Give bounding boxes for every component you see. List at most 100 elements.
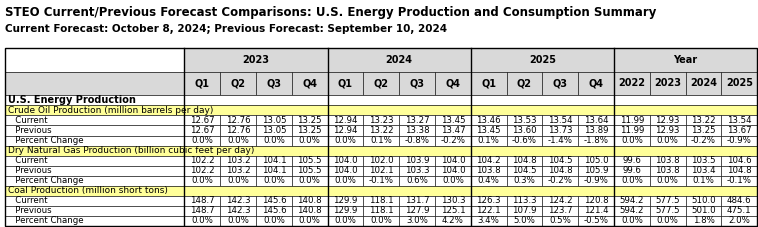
Bar	[363, 206, 399, 216]
Text: 0.0%: 0.0%	[442, 176, 464, 185]
Text: 104.5: 104.5	[548, 156, 572, 165]
Bar	[220, 115, 256, 126]
Text: 0.0%: 0.0%	[656, 216, 678, 225]
Text: 127.9: 127.9	[405, 206, 429, 215]
Bar	[650, 115, 686, 126]
Text: 0.6%: 0.6%	[406, 176, 428, 185]
Text: 510.0: 510.0	[691, 196, 716, 205]
Text: 577.5: 577.5	[656, 196, 680, 205]
Bar	[292, 206, 327, 216]
Bar	[543, 216, 578, 226]
Bar	[471, 72, 506, 95]
Text: 4.2%: 4.2%	[442, 216, 464, 225]
Bar	[471, 126, 506, 136]
Bar	[506, 166, 543, 176]
Bar	[543, 126, 578, 136]
Bar	[578, 206, 614, 216]
Bar	[722, 206, 757, 216]
Text: U.S. Energy Production: U.S. Energy Production	[8, 95, 136, 105]
Text: 0.0%: 0.0%	[656, 176, 678, 185]
Text: 12.67: 12.67	[190, 126, 215, 135]
Text: 118.1: 118.1	[369, 196, 393, 205]
Text: 0.3%: 0.3%	[514, 176, 535, 185]
Bar	[184, 115, 220, 126]
Text: 121.4: 121.4	[584, 206, 609, 215]
Text: 13.46: 13.46	[476, 116, 501, 125]
Bar	[435, 136, 471, 146]
Bar	[614, 176, 650, 186]
Bar	[686, 115, 722, 126]
Bar	[506, 126, 543, 136]
Bar	[506, 216, 543, 226]
Bar	[543, 115, 578, 126]
Text: 0.0%: 0.0%	[263, 176, 285, 185]
Bar	[292, 136, 327, 146]
Text: 0.5%: 0.5%	[550, 216, 572, 225]
Bar	[722, 216, 757, 226]
Bar	[184, 216, 220, 226]
Bar	[614, 48, 757, 72]
Text: 13.73: 13.73	[548, 126, 572, 135]
Text: Percent Change: Percent Change	[7, 136, 83, 145]
Bar	[363, 216, 399, 226]
Text: 0.4%: 0.4%	[478, 176, 500, 185]
Text: 0.0%: 0.0%	[191, 216, 213, 225]
Bar	[578, 115, 614, 126]
Bar	[256, 155, 292, 166]
Bar	[614, 115, 650, 126]
Text: 130.3: 130.3	[440, 196, 465, 205]
Text: -1.4%: -1.4%	[548, 136, 573, 145]
Bar	[650, 206, 686, 216]
Text: 103.9: 103.9	[405, 156, 429, 165]
Text: Dry Natural Gas Production (billion cubic feet per day): Dry Natural Gas Production (billion cubi…	[8, 146, 255, 155]
Bar	[471, 196, 506, 206]
Text: 0.0%: 0.0%	[299, 136, 321, 145]
Bar	[578, 155, 614, 166]
Bar	[5, 196, 184, 206]
Text: 107.9: 107.9	[512, 206, 537, 215]
Text: 0.1%: 0.1%	[371, 136, 392, 145]
Text: Q1: Q1	[195, 78, 210, 89]
Text: 148.7: 148.7	[190, 196, 215, 205]
Text: Percent Change: Percent Change	[7, 216, 83, 225]
Bar	[578, 166, 614, 176]
Text: Previous: Previous	[7, 126, 52, 135]
Text: 104.5: 104.5	[512, 166, 537, 175]
Bar	[650, 126, 686, 136]
Text: Q4: Q4	[446, 78, 460, 89]
Text: 104.1: 104.1	[262, 166, 287, 175]
Text: 0.0%: 0.0%	[621, 216, 643, 225]
Text: 105.0: 105.0	[584, 156, 609, 165]
Text: 103.5: 103.5	[691, 156, 716, 165]
Bar	[220, 155, 256, 166]
Bar	[220, 196, 256, 206]
Bar	[256, 126, 292, 136]
Bar	[399, 126, 435, 136]
Text: 113.3: 113.3	[512, 196, 537, 205]
Bar	[471, 155, 506, 166]
Text: 13.47: 13.47	[440, 126, 465, 135]
Text: 13.54: 13.54	[727, 116, 752, 125]
Text: 13.67: 13.67	[727, 126, 752, 135]
Bar	[5, 206, 184, 216]
Text: Q1: Q1	[481, 78, 496, 89]
Bar	[292, 72, 327, 95]
Text: 122.1: 122.1	[476, 206, 501, 215]
Bar	[435, 166, 471, 176]
Bar	[256, 176, 292, 186]
Bar	[722, 155, 757, 166]
Text: 99.6: 99.6	[622, 166, 641, 175]
Bar	[686, 196, 722, 206]
Bar	[686, 136, 722, 146]
Bar	[650, 196, 686, 206]
Bar	[435, 176, 471, 186]
Text: 103.8: 103.8	[656, 166, 680, 175]
Text: 148.7: 148.7	[190, 206, 215, 215]
Text: 0.0%: 0.0%	[334, 136, 356, 145]
Text: 103.2: 103.2	[226, 166, 250, 175]
Bar	[184, 155, 220, 166]
Text: 118.1: 118.1	[369, 206, 393, 215]
Bar	[578, 176, 614, 186]
Text: 577.5: 577.5	[656, 206, 680, 215]
Bar	[722, 176, 757, 186]
